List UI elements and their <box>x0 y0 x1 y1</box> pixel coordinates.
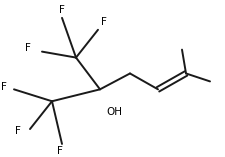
Text: OH: OH <box>106 107 122 117</box>
Text: F: F <box>57 146 63 156</box>
Text: F: F <box>59 5 65 15</box>
Text: F: F <box>15 126 21 136</box>
Text: F: F <box>1 82 7 92</box>
Text: F: F <box>101 17 106 27</box>
Text: F: F <box>25 43 31 53</box>
